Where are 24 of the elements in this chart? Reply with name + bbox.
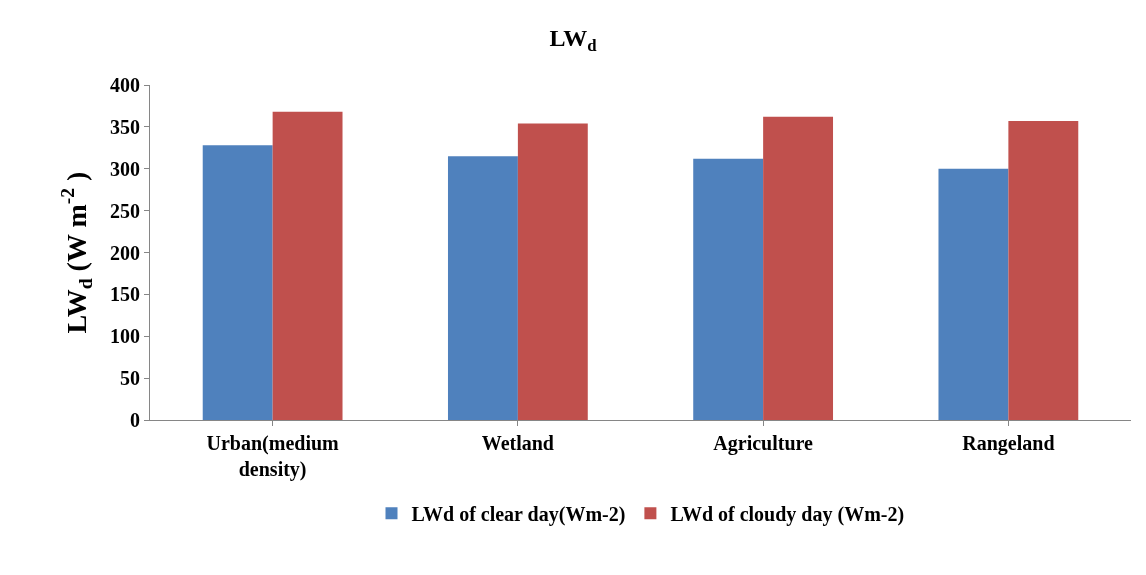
bar bbox=[763, 116, 834, 420]
legend-label: LWd of cloudy day (Wm-2) bbox=[670, 503, 905, 526]
x-tick-label: Rangeland bbox=[962, 432, 1055, 455]
bar bbox=[517, 123, 588, 420]
y-tick-label: 250 bbox=[110, 199, 140, 222]
bar bbox=[693, 158, 764, 420]
chart-title: LW$_{d}$ bbox=[549, 24, 598, 55]
bar bbox=[938, 168, 1009, 420]
y-tick-label: 100 bbox=[110, 325, 140, 348]
y-tick-label: 50 bbox=[120, 367, 140, 390]
bar bbox=[202, 145, 273, 420]
y-tick-label: 300 bbox=[110, 157, 140, 180]
y-tick-label: 200 bbox=[110, 241, 140, 264]
y-tick-label: 0 bbox=[130, 409, 140, 431]
y-tick-label: 400 bbox=[110, 74, 140, 96]
bar bbox=[447, 156, 518, 420]
y-tick-label: 350 bbox=[110, 115, 140, 138]
x-tick-label: Urban(medium density) bbox=[206, 432, 340, 481]
x-tick-label: Agriculture bbox=[713, 432, 814, 455]
y-tick-label: 150 bbox=[110, 283, 140, 306]
x-tick-label: Wetland bbox=[481, 432, 555, 454]
bar bbox=[1008, 121, 1079, 420]
bar bbox=[272, 111, 343, 420]
legend-label: LWd of clear day(Wm-2) bbox=[411, 503, 626, 526]
